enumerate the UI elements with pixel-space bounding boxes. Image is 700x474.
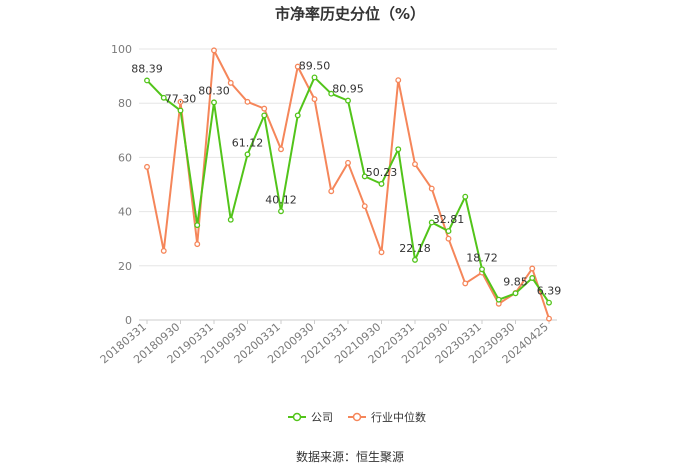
data-point [378,180,385,187]
legend-label-industry-median[interactable]: 行业中位数 [371,410,426,424]
data-point [395,77,402,84]
series-line-company [146,76,550,304]
series-layer [144,47,552,322]
data-point [462,280,469,287]
data-point [144,163,150,170]
data-point [512,290,519,297]
data-point [177,98,184,105]
data-label: 89.50 [299,59,331,72]
data-point [144,77,150,84]
data-point [345,97,351,104]
data-point [361,173,368,180]
data-point [428,219,435,226]
data-point [328,90,335,97]
data-point [194,222,201,229]
data-point [529,265,536,272]
data-point [311,74,318,81]
data-point [361,203,368,210]
data-point [211,47,217,54]
y-tick-label: 60 [118,151,132,164]
data-point [294,63,301,70]
data-point [311,96,318,103]
data-point [294,112,301,119]
y-tick-label: 40 [118,206,132,219]
data-point [479,266,485,273]
data-point [244,98,251,105]
data-point [160,94,167,101]
y-tick-label: 0 [125,314,132,327]
data-point [261,105,268,112]
data-label: 40.12 [265,193,297,206]
data-point [412,256,418,263]
data-point [328,188,335,195]
data-point [278,146,284,153]
data-point [244,151,251,158]
legend-marker[interactable] [352,412,362,422]
axis-layer: 0204060801002018033120180930201903312019… [98,43,557,366]
data-point [428,185,435,192]
data-point [445,228,452,235]
data-point [529,275,536,281]
data-point [227,79,234,86]
data-point [211,99,217,106]
data-point [395,146,402,153]
data-point [261,112,268,119]
data-label: 6.39 [537,285,562,298]
data-label: 61.12 [232,136,264,149]
data-point [160,247,167,254]
legend-label-company[interactable]: 公司 [311,411,333,424]
data-label: 88.39 [131,62,163,75]
y-tick-label: 20 [118,260,132,273]
data-label: 77.30 [165,93,197,106]
data-point [412,161,418,168]
data-label: 22.18 [399,242,431,255]
data-point [194,241,201,248]
data-point [378,249,385,256]
data-point [462,193,469,200]
data-point [445,235,452,242]
source-note: 数据来源：恒生聚源 [295,450,404,464]
chart-title: 市净率历史分位（%） [274,5,426,23]
data-point [345,159,351,166]
data-point [546,315,552,322]
data-point [546,299,552,306]
data-label: 18.72 [466,251,498,264]
data-label: 80.30 [198,84,230,97]
y-tick-label: 80 [118,97,132,110]
data-point [495,296,502,303]
y-tick-label: 100 [111,43,132,56]
data-label: 50.23 [366,166,398,179]
legend[interactable]: 公司 行业中位数 [288,410,426,424]
data-point [177,107,184,114]
data-point [227,216,234,223]
data-label: 32.81 [433,213,465,226]
data-label: 80.95 [332,83,364,96]
legend-marker[interactable] [292,412,302,422]
data-point [278,208,284,215]
data-label: 9.85 [503,275,528,288]
